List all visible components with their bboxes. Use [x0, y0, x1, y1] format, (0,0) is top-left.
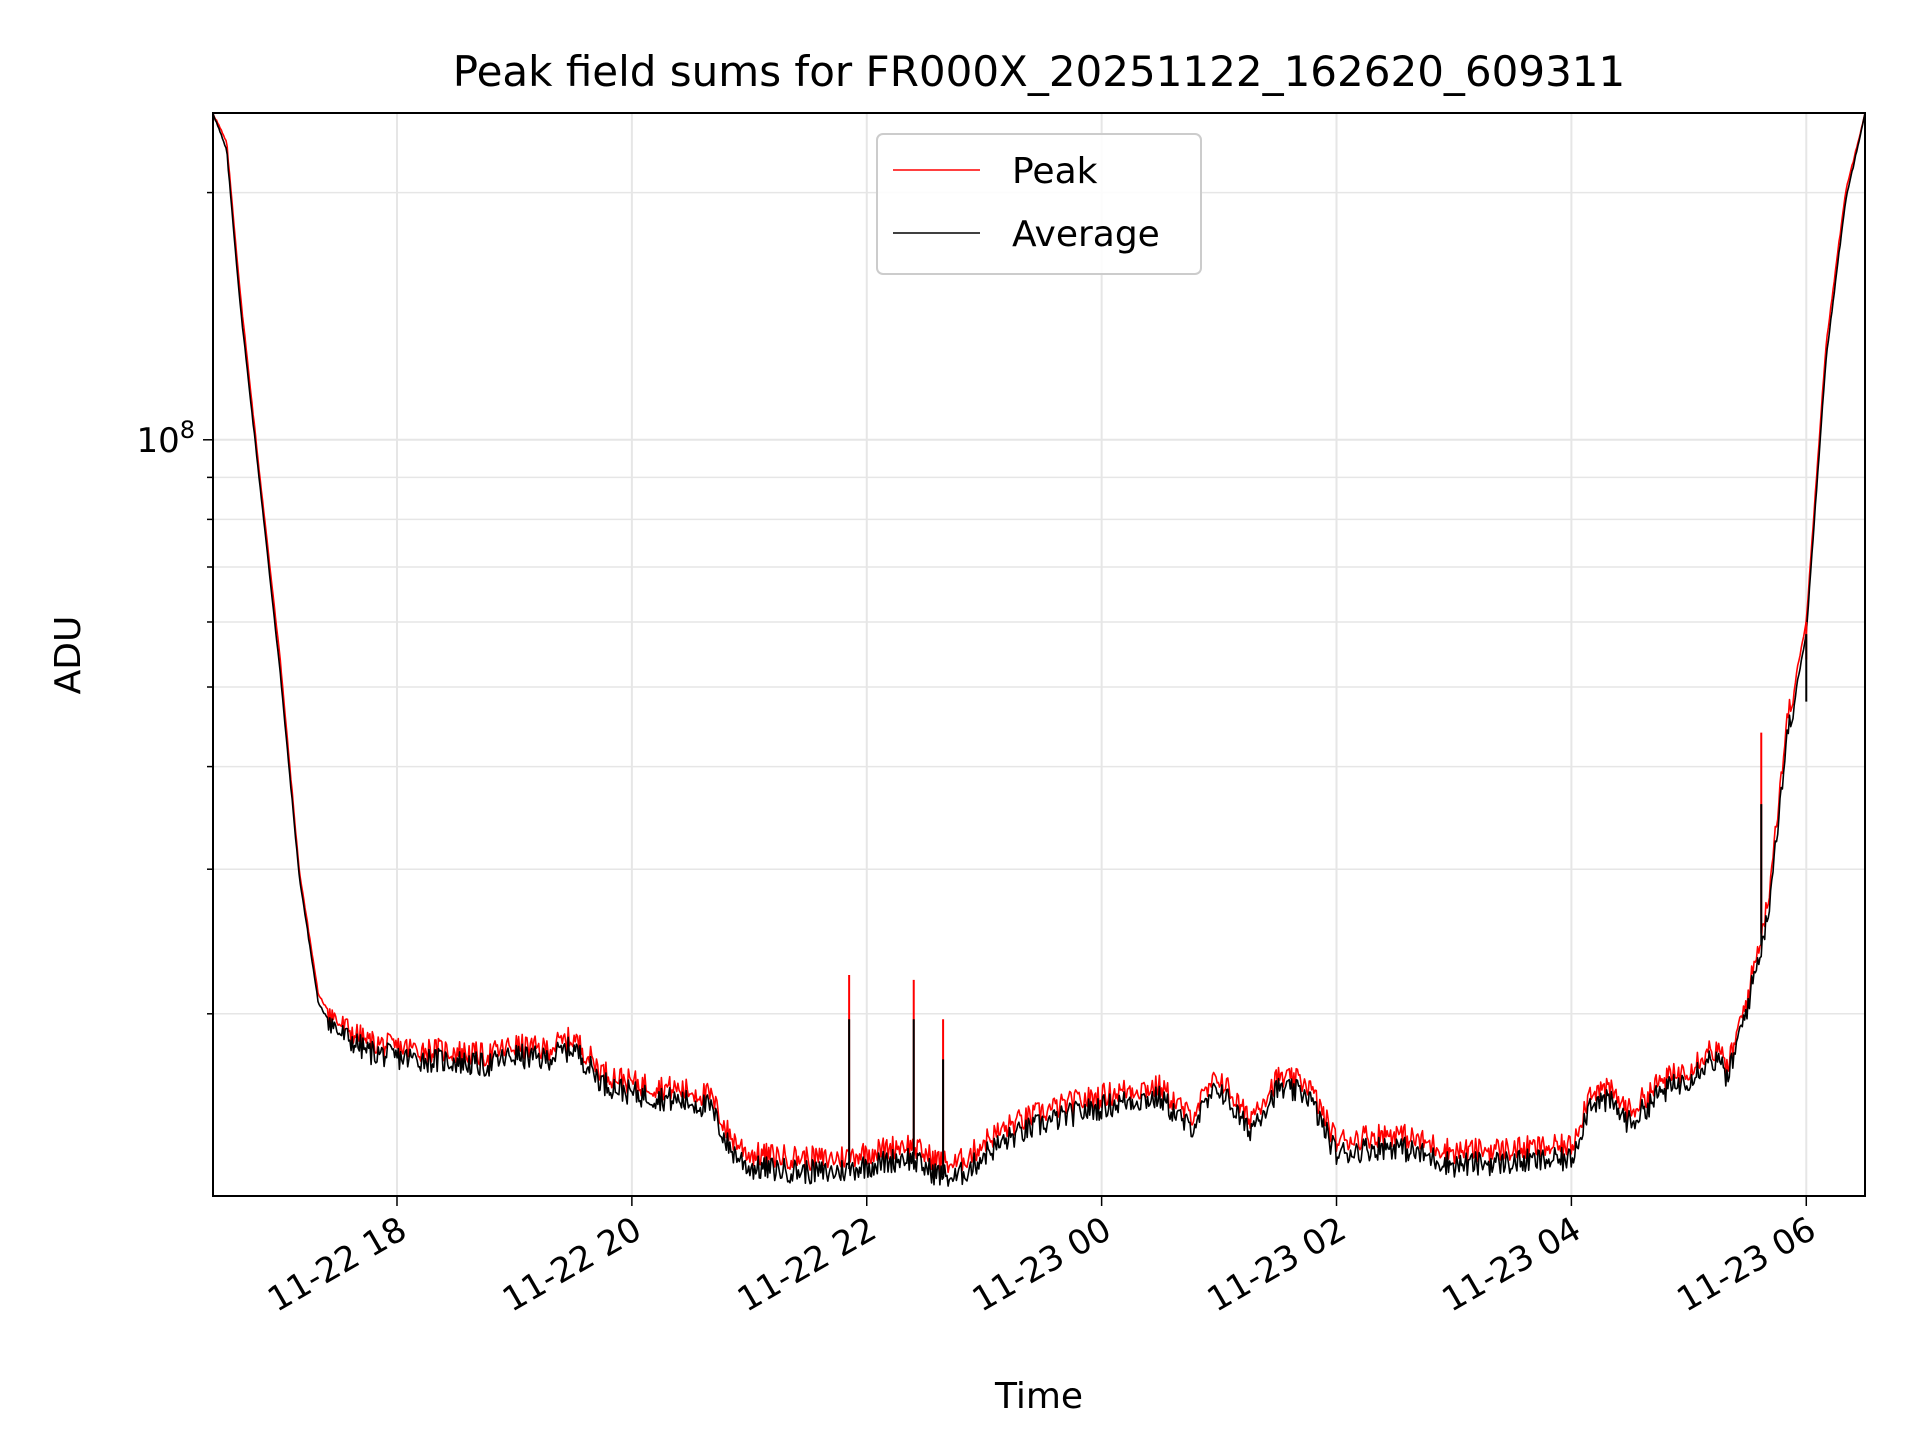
legend-label-peak: Peak — [1012, 151, 1098, 192]
series-lines — [213, 113, 1865, 1187]
x-axis-title: Time — [994, 1376, 1083, 1417]
series-line-average — [213, 113, 1865, 1187]
series-line-peak — [213, 113, 1865, 1174]
legend: Peak Average — [876, 133, 1202, 275]
y-axis: 108 — [136, 191, 213, 1015]
y-axis-title: ADU — [48, 616, 89, 695]
legend-label-average: Average — [1012, 214, 1160, 255]
legend-box — [876, 133, 1202, 275]
plot-frame — [212, 112, 1866, 1197]
y-tick-label: 108 — [136, 416, 195, 461]
chart-title: Peak field sums for FR000X_20251122_1626… — [453, 47, 1626, 96]
